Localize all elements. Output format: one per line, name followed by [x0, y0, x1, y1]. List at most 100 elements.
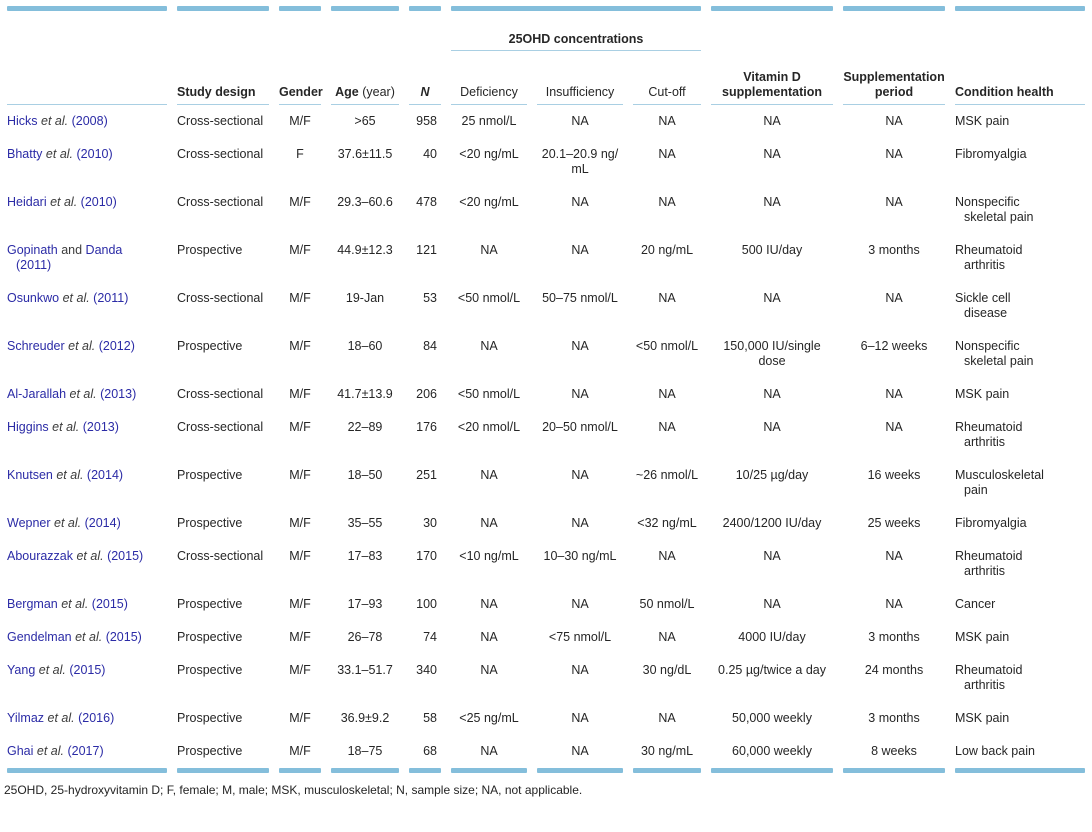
- study-citation-link[interactable]: Yang: [7, 663, 39, 677]
- table-row: Wepner et al. (2014) Prospective M/F 35–55 3…: [2, 507, 1090, 540]
- cell-gender: M/F: [289, 549, 311, 563]
- table-row: Ghai et al. (2017) Prospective M/F 18–75 68 N…: [2, 735, 1090, 768]
- column-header-study-design: Study design: [172, 66, 274, 105]
- cell-period: NA: [885, 387, 903, 401]
- study-citation-link[interactable]: Danda: [85, 243, 123, 257]
- table-row: Bergman et al. (2015) Prospective M/F 17–93…: [2, 588, 1090, 621]
- cell-condition: Fibromyalgia: [955, 516, 1027, 530]
- cell-study: Abourazzak et al. (2015): [2, 540, 172, 588]
- cell-insufficiency: NA: [571, 387, 589, 401]
- cell-age: 18–50: [347, 468, 383, 482]
- study-citation-link[interactable]: (2010): [77, 195, 117, 209]
- cell-deficiency: NA: [480, 468, 498, 482]
- table-row: Hicks et al. (2008) Cross-sectional M/F >65…: [2, 105, 1090, 138]
- study-citation-text: et al.: [61, 597, 89, 611]
- study-citation-link[interactable]: Osunkwo: [7, 291, 63, 305]
- cell-period: 16 weeks: [867, 468, 921, 482]
- cell-insufficiency: NA: [571, 468, 589, 482]
- study-citation-link[interactable]: (2015): [103, 549, 144, 563]
- study-citation-link[interactable]: Yilmaz: [7, 711, 48, 725]
- cell-period: NA: [885, 195, 903, 209]
- study-citation-link[interactable]: Gendelman: [7, 630, 76, 644]
- cell-age: 37.6±11.5: [337, 147, 393, 161]
- study-citation-link[interactable]: (2013): [96, 387, 137, 401]
- cell-supplementation: 150,000 IU/single dose: [723, 339, 821, 368]
- cell-period: NA: [885, 597, 903, 611]
- bottom-rule-bar: [331, 768, 399, 773]
- study-citation-link[interactable]: Ghai: [7, 744, 37, 758]
- cell-insufficiency: 10–30 ng/mL: [543, 549, 617, 563]
- cell-n: 40: [423, 147, 437, 161]
- column-header-row: Study design Gender Age (year) N Deficie…: [2, 66, 1090, 105]
- study-citation-link[interactable]: (2012): [95, 339, 135, 353]
- cell-period: 6–12 weeks: [860, 339, 928, 353]
- study-citation-link[interactable]: (2014): [81, 516, 121, 530]
- study-citation-link[interactable]: Schreuder: [7, 339, 69, 353]
- study-citation-link[interactable]: (2017): [64, 744, 104, 758]
- cell-age: 41.7±13.9: [337, 387, 393, 401]
- study-citation-link[interactable]: Bhatty: [7, 147, 46, 161]
- cell-gender: M/F: [289, 243, 311, 257]
- cell-cutoff: NA: [658, 711, 676, 725]
- cell-supplementation: NA: [763, 420, 781, 434]
- cell-period: NA: [885, 420, 903, 434]
- cell-period: 3 months: [868, 630, 920, 644]
- cell-age: 17–93: [347, 597, 383, 611]
- study-citation-link[interactable]: (2015): [65, 663, 106, 677]
- study-citation-link[interactable]: Higgins: [7, 420, 53, 434]
- column-header-insufficiency: Insufficiency: [532, 66, 628, 105]
- cell-cutoff: ~26 nmol/L: [635, 468, 699, 482]
- table-row: Schreuder et al. (2012) Prospective M/F 18–…: [2, 330, 1090, 378]
- study-citation-text: et al.: [52, 420, 80, 434]
- study-citation-link[interactable]: Wepner: [7, 516, 55, 530]
- column-header-n: N: [404, 66, 446, 105]
- study-citation-link[interactable]: Abourazzak: [7, 549, 77, 563]
- study-citation-link[interactable]: Gopinath: [7, 243, 58, 257]
- study-citation-link[interactable]: Hicks: [7, 114, 42, 128]
- study-citation-link[interactable]: Knutsen: [7, 468, 57, 482]
- cell-cutoff: NA: [658, 291, 676, 305]
- cell-period: 25 weeks: [867, 516, 921, 530]
- cell-design: Prospective: [177, 744, 243, 758]
- cell-period: NA: [885, 291, 903, 305]
- cell-study: Yilmaz et al. (2016): [2, 702, 172, 735]
- cell-n: 340: [416, 663, 437, 677]
- cell-deficiency: <50 nmol/L: [457, 291, 521, 305]
- study-citation-link[interactable]: (2015): [88, 597, 128, 611]
- column-header-gender: Gender: [274, 66, 326, 105]
- cell-cutoff: NA: [658, 114, 676, 128]
- study-citation-text: et al.: [41, 114, 69, 128]
- study-citation-link[interactable]: (2011): [16, 258, 52, 272]
- cell-condition: Rheumatoid arthritis: [955, 243, 1023, 272]
- cell-study: Gendelman et al. (2015): [2, 621, 172, 654]
- study-citation-link[interactable]: Bergman: [7, 597, 62, 611]
- study-citation-link[interactable]: (2011): [89, 291, 129, 305]
- column-header-condition-health: Condition health: [950, 66, 1090, 105]
- study-citation-link[interactable]: Al-Jarallah: [7, 387, 70, 401]
- cell-insufficiency: NA: [571, 663, 589, 677]
- cell-supplementation: NA: [763, 195, 781, 209]
- study-citation-link[interactable]: (2016): [74, 711, 115, 725]
- cell-deficiency: <20 ng/mL: [459, 147, 519, 161]
- study-citation-link[interactable]: (2010): [73, 147, 113, 161]
- cell-n: 74: [423, 630, 437, 644]
- study-citation-link[interactable]: (2013): [79, 420, 119, 434]
- study-citation-link[interactable]: (2015): [102, 630, 142, 644]
- cell-supplementation: NA: [763, 549, 781, 563]
- cell-condition: Musculoskeletal pain: [955, 468, 1044, 497]
- cell-design: Prospective: [177, 468, 243, 482]
- study-citation-link[interactable]: (2014): [83, 468, 124, 482]
- cell-age: 33.1–51.7: [337, 663, 393, 677]
- study-citation-link[interactable]: (2008): [68, 114, 108, 128]
- study-citation-link[interactable]: Heidari: [7, 195, 51, 209]
- cell-cutoff: NA: [658, 630, 676, 644]
- top-rule-bar: [7, 6, 167, 11]
- cell-supplementation: NA: [763, 291, 781, 305]
- bottom-rules-row: [2, 768, 1090, 773]
- cell-cutoff: <50 nmol/L: [635, 339, 699, 353]
- cell-deficiency: NA: [480, 339, 498, 353]
- cell-gender: M/F: [289, 420, 311, 434]
- cell-cutoff: 20 ng/mL: [640, 243, 694, 257]
- cell-period: 8 weeks: [871, 744, 917, 758]
- bottom-rule-bar: [955, 768, 1086, 773]
